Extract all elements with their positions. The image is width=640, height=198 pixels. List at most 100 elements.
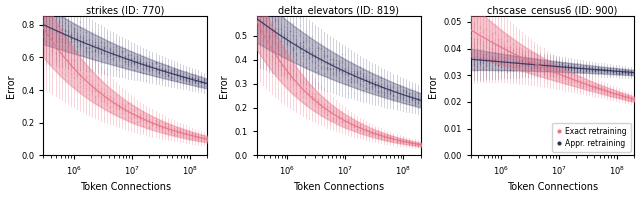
Point [307, 99, 317, 102]
Point [56, 51, 67, 54]
Point [178, 131, 188, 134]
Point [316, 105, 326, 108]
Point [550, 70, 561, 73]
Point [532, 61, 543, 65]
Point [550, 71, 561, 75]
Point [294, 46, 305, 50]
Point [493, 46, 503, 49]
Point [285, 86, 296, 89]
Point [258, 38, 268, 41]
Point [178, 133, 188, 136]
Point [68, 84, 79, 87]
Point [99, 101, 109, 104]
Point [138, 113, 148, 116]
Point [367, 79, 378, 82]
Point [468, 62, 479, 65]
Point [563, 66, 573, 69]
Point [541, 63, 552, 66]
Point [394, 138, 404, 141]
Point [138, 67, 148, 70]
Point [472, 26, 482, 29]
Point [487, 53, 497, 56]
Point [111, 49, 121, 52]
Point [105, 94, 115, 97]
Point [499, 53, 509, 56]
Point [484, 59, 494, 62]
Point [72, 65, 82, 69]
Point [298, 83, 308, 86]
Point [505, 37, 515, 40]
Point [108, 110, 118, 113]
Point [178, 76, 188, 79]
Point [538, 78, 548, 82]
Point [358, 71, 368, 75]
Point [123, 113, 133, 116]
Point [358, 129, 368, 133]
Point [517, 59, 527, 63]
Point [620, 93, 630, 96]
Point [380, 82, 390, 85]
Point [168, 130, 179, 133]
Point [382, 133, 392, 136]
Point [563, 72, 573, 76]
Point [358, 91, 368, 95]
Point [364, 132, 374, 136]
Point [68, 40, 79, 43]
Point [184, 76, 194, 80]
Point [511, 68, 522, 71]
Point [65, 33, 76, 36]
Point [496, 58, 506, 61]
Point [310, 65, 320, 68]
Point [361, 84, 371, 87]
Point [627, 98, 637, 102]
Point [620, 69, 630, 72]
Point [285, 79, 296, 82]
Point [53, 30, 63, 34]
Point [394, 140, 404, 143]
Point [255, 26, 265, 29]
Point [478, 29, 488, 32]
Point [545, 62, 555, 65]
Point [349, 126, 359, 129]
Point [38, 31, 49, 34]
Point [72, 62, 82, 65]
Point [334, 120, 344, 123]
Point [403, 96, 413, 99]
Point [508, 58, 518, 61]
Point [517, 62, 527, 66]
Point [77, 36, 88, 39]
Point [68, 65, 79, 68]
Point [340, 119, 350, 122]
Point [60, 73, 70, 76]
Point [81, 30, 91, 33]
Point [508, 43, 518, 46]
Point [623, 96, 634, 99]
Point [403, 96, 413, 99]
Point [138, 116, 148, 120]
Point [331, 68, 341, 71]
Point [524, 50, 534, 53]
Point [267, 41, 277, 44]
Point [472, 58, 482, 61]
Point [572, 79, 582, 83]
Point [291, 54, 301, 57]
Point [581, 67, 591, 70]
Point [72, 68, 82, 71]
Point [511, 54, 522, 57]
Point [608, 67, 618, 70]
Point [38, 7, 49, 10]
Point [478, 60, 488, 63]
Point [572, 80, 582, 83]
Point [56, 39, 67, 42]
Point [388, 94, 399, 97]
Point [300, 81, 310, 84]
Point [193, 138, 203, 141]
Point [93, 31, 103, 35]
Point [620, 70, 630, 73]
Point [401, 141, 411, 144]
Point [617, 95, 627, 98]
Point [508, 57, 518, 60]
Point [184, 132, 194, 136]
Point [108, 111, 118, 114]
Point [587, 66, 597, 69]
